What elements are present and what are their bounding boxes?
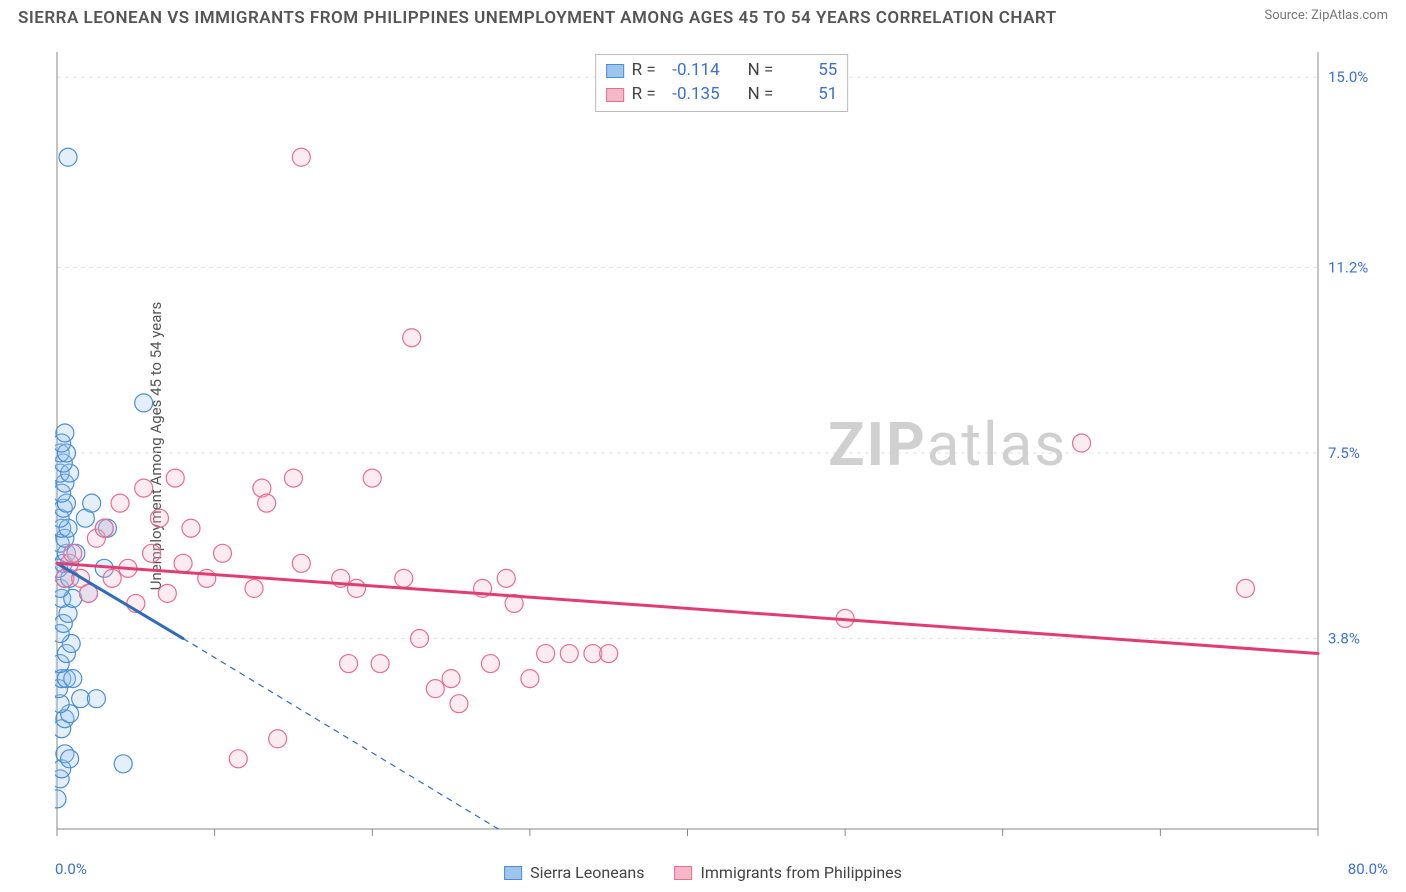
r-label: R =	[632, 59, 656, 83]
svg-text:3.8%: 3.8%	[1328, 630, 1360, 648]
x-max-label: 80.0%	[1348, 860, 1388, 878]
legend-label: Sierra Leoneans	[530, 863, 644, 882]
legend-label: Immigrants from Philippines	[701, 863, 902, 882]
chart-title: SIERRA LEONEAN VS IMMIGRANTS FROM PHILIP…	[18, 8, 1057, 28]
scatter-plot-svg: 3.8% 7.5% 11.2% 15.0%	[55, 50, 1388, 847]
legend-item-1: Immigrants from Philippines	[675, 863, 902, 882]
swatch-icon	[675, 866, 693, 880]
legend-item-0: Sierra Leoneans	[504, 863, 644, 882]
series-legend: Sierra Leoneans Immigrants from Philippi…	[504, 863, 902, 882]
swatch-icon	[606, 88, 624, 102]
corr-row-series-0: R = -0.114 N = 55	[606, 59, 838, 83]
r-value: -0.135	[664, 83, 720, 107]
r-value: -0.114	[664, 59, 720, 83]
swatch-icon	[606, 64, 624, 78]
n-label: N =	[748, 59, 774, 83]
chart-area: 3.8% 7.5% 11.2% 15.0% R = -0.114 N = 55 R =…	[55, 50, 1388, 847]
svg-text:15.0%: 15.0%	[1328, 68, 1368, 86]
svg-text:7.5%: 7.5%	[1328, 444, 1360, 462]
x-min-label: 0.0%	[55, 860, 87, 878]
source-label: Source: ZipAtlas.com	[1264, 8, 1388, 23]
n-value: 55	[781, 59, 837, 83]
n-value: 51	[781, 83, 837, 107]
correlation-legend: R = -0.114 N = 55 R = -0.135 N = 51	[595, 54, 849, 112]
swatch-icon	[504, 866, 522, 880]
n-label: N =	[748, 83, 774, 107]
corr-row-series-1: R = -0.135 N = 51	[606, 83, 838, 107]
r-label: R =	[632, 83, 656, 107]
svg-text:11.2%: 11.2%	[1328, 259, 1368, 277]
